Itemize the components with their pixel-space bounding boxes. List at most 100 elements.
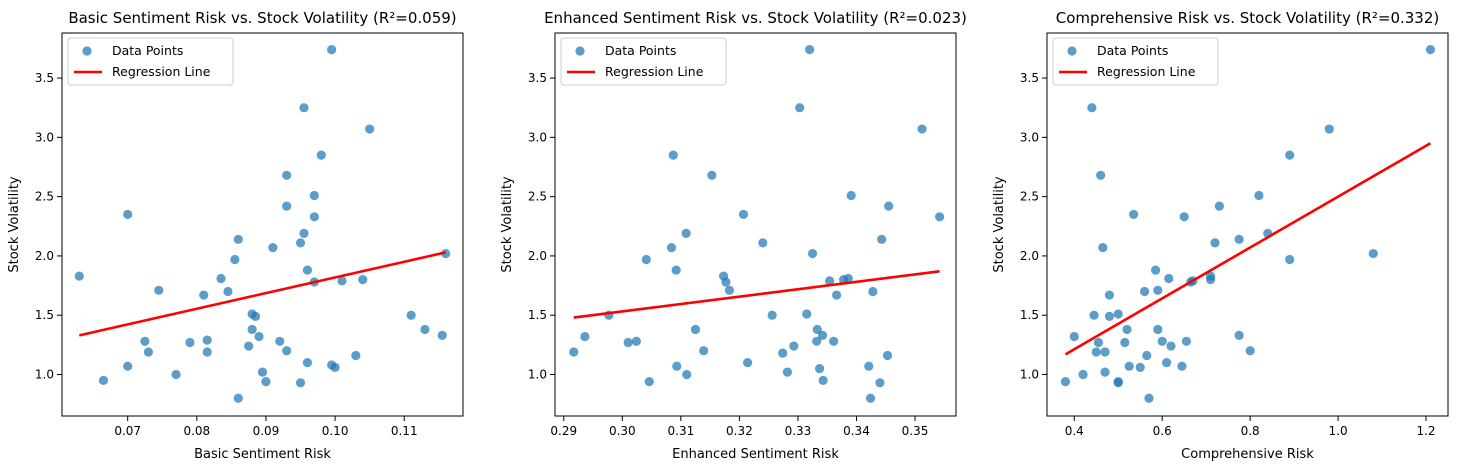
data-point (316, 150, 326, 160)
data-point (202, 347, 212, 357)
data-point (143, 347, 154, 357)
data-point (805, 45, 815, 55)
y-tick-label: 2.5 (528, 190, 547, 204)
data-point (1089, 310, 1099, 320)
x-tick-label: 0.33 (785, 424, 812, 438)
data-point (812, 336, 822, 346)
legend-box (67, 37, 234, 86)
data-point (884, 201, 894, 211)
y-axis-label: Stock Volatility (992, 176, 1007, 273)
data-point (185, 337, 195, 348)
data-point (74, 271, 84, 281)
chart-panel-2: Enhanced Sentiment Risk vs. Stock Volati… (500, 9, 967, 462)
data-point (1254, 190, 1264, 201)
data-point (1324, 124, 1334, 134)
data-point (230, 254, 240, 265)
data-point (1124, 361, 1134, 371)
data-point (299, 228, 309, 238)
plot-frame (61, 32, 464, 417)
data-point (868, 286, 878, 297)
x-tick-label: 0.30 (609, 424, 636, 438)
y-tick-label: 3.0 (35, 130, 54, 144)
data-point (358, 275, 368, 285)
x-axis-label: Comprehensive Risk (1181, 447, 1314, 462)
data-point (1113, 309, 1123, 319)
data-point (758, 238, 768, 248)
data-point (327, 45, 337, 55)
data-point (282, 201, 292, 211)
chart-panel-1: Basic Sentiment Risk vs. Stock Volatilit… (7, 9, 464, 462)
y-tick-label: 2.5 (35, 190, 54, 204)
data-point (807, 248, 818, 259)
legend-label-points: Data Points (112, 43, 183, 58)
data-point (831, 290, 842, 300)
data-point (865, 393, 876, 403)
chart-title: Basic Sentiment Risk vs. Stock Volatilit… (68, 9, 456, 27)
data-point (268, 243, 278, 253)
data-point (1368, 248, 1378, 259)
data-point (171, 369, 181, 380)
x-tick-label: 0.4 (1065, 424, 1084, 438)
data-point (1181, 336, 1191, 346)
data-point (1093, 337, 1104, 348)
legend-box (1052, 37, 1219, 86)
data-point (1166, 341, 1176, 351)
y-tick-label: 2.5 (1020, 190, 1039, 204)
data-point (257, 367, 268, 377)
y-tick-label: 3.5 (35, 71, 54, 85)
data-point (875, 378, 885, 388)
data-point (295, 378, 306, 388)
data-point (202, 335, 212, 345)
data-point (123, 361, 133, 371)
data-point (882, 350, 893, 361)
data-point (365, 124, 375, 134)
data-point (98, 375, 109, 386)
chart-title: Comprehensive Risk vs. Stock Volatility … (1056, 9, 1440, 27)
data-point (1100, 347, 1110, 357)
data-point (569, 347, 579, 357)
data-point (817, 330, 828, 340)
x-tick-label: 0.32 (726, 424, 753, 438)
data-point (254, 331, 264, 342)
x-tick-label: 0.29 (550, 424, 577, 438)
x-tick-label: 0.08 (183, 424, 210, 438)
legend-label-line: Regression Line (1097, 64, 1196, 79)
chart-title: Enhanced Sentiment Risk vs. Stock Volati… (544, 9, 967, 27)
data-point (782, 367, 793, 377)
y-tick-label: 2.0 (35, 249, 54, 263)
legend: Data Points Regression Line (67, 37, 234, 86)
plot-frame (554, 32, 957, 417)
data-point (829, 336, 839, 346)
data-point (233, 234, 243, 244)
data-point (437, 330, 447, 340)
data-point (1120, 337, 1130, 348)
data-point (1177, 361, 1187, 371)
data-point (742, 358, 753, 368)
data-point (812, 324, 822, 335)
legend: Data Points Regression Line (1052, 37, 1219, 86)
data-point (1091, 347, 1101, 357)
data-point (282, 346, 292, 356)
data-point (846, 190, 856, 201)
y-tick-label: 1.5 (35, 308, 54, 322)
x-tick-label: 1.2 (1416, 424, 1435, 438)
data-point (1210, 238, 1220, 248)
x-tick-label: 0.8 (1241, 424, 1260, 438)
data-point (1060, 377, 1071, 387)
x-axis-label: Enhanced Sentiment Risk (672, 447, 839, 462)
data-point (1113, 378, 1123, 388)
plot-frame (1046, 32, 1449, 417)
data-point (864, 361, 874, 371)
data-point (309, 212, 319, 222)
data-point (1098, 243, 1108, 253)
data-point (690, 324, 701, 335)
data-point (223, 286, 233, 297)
data-point (337, 276, 347, 286)
data-point (671, 265, 681, 275)
data-point (1087, 103, 1097, 113)
x-tick-label: 0.10 (322, 424, 349, 438)
legend-label-points: Data Points (1097, 43, 1168, 58)
data-point (1153, 285, 1163, 295)
data-point (199, 290, 209, 300)
